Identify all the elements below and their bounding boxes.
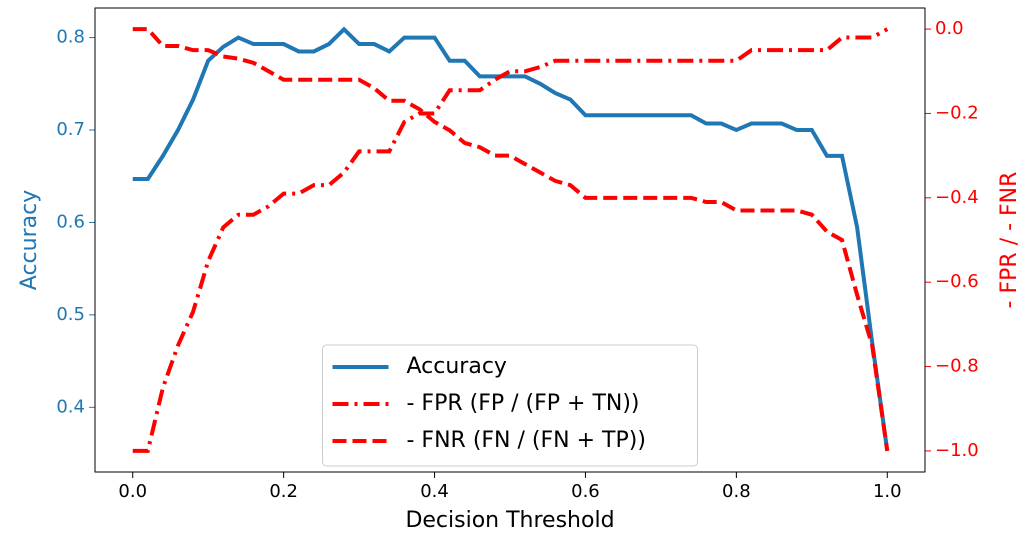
y2-tick-label: 0.0	[935, 18, 964, 39]
x-tick-label: 0.4	[420, 481, 449, 502]
y-axis-label: Accuracy	[17, 190, 42, 290]
y2-tick-label: −1.0	[935, 440, 979, 461]
y2-axis-label: - FPR / - FNR	[997, 172, 1022, 309]
x-axis-label: Decision Threshold	[405, 508, 614, 533]
y-tick-label: 0.4	[56, 396, 85, 417]
plot-frame	[94, 7, 926, 473]
x-tick-label: 0.0	[118, 481, 147, 502]
series-line	[132, 27, 889, 453]
x-tick-label: 0.2	[269, 481, 298, 502]
legend-label: - FPR (FP / (FP + TN))	[407, 391, 640, 416]
y2-tick-label: −0.6	[935, 271, 979, 292]
y-tick-label: 0.6	[56, 211, 85, 232]
legend-label: - FNR (FN / (FN + TP))	[407, 428, 646, 453]
series-line	[132, 27, 890, 452]
y2-tick-label: −0.4	[935, 187, 979, 208]
y-tick-label: 0.5	[56, 304, 85, 325]
legend-label: Accuracy	[407, 354, 507, 379]
legend-box	[322, 344, 698, 467]
x-tick-label: 1.0	[873, 481, 902, 502]
series-line	[132, 26, 890, 452]
y-tick-label: 0.8	[56, 27, 85, 48]
x-tick-label: 0.6	[571, 481, 600, 502]
y2-tick-label: −0.2	[935, 102, 979, 123]
y-tick-label: 0.7	[56, 119, 85, 140]
y2-tick-label: −0.8	[935, 356, 979, 377]
x-tick-label: 0.8	[722, 481, 751, 502]
